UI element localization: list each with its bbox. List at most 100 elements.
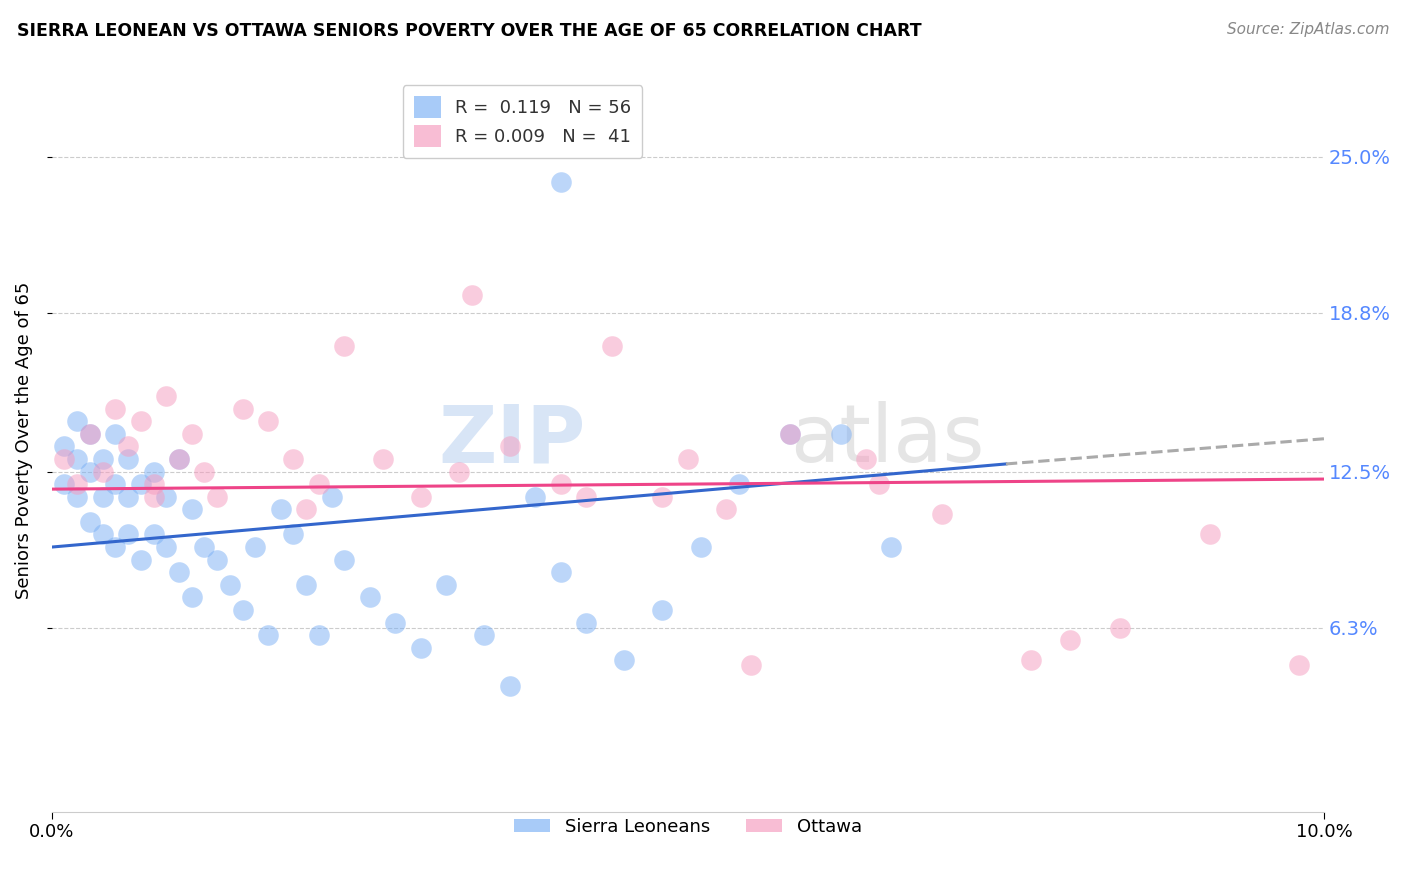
Y-axis label: Seniors Poverty Over the Age of 65: Seniors Poverty Over the Age of 65 [15,281,32,599]
Point [104,401,127,416]
Point [550,175,572,189]
Point [575,490,598,504]
Point [104,477,127,491]
Point [359,591,381,605]
Point [499,439,522,453]
Point [1288,658,1310,673]
Point [409,640,432,655]
Point [129,414,152,428]
Point [868,477,890,491]
Point [499,679,522,693]
Point [104,540,127,554]
Point [472,628,495,642]
Text: ZIP: ZIP [439,401,586,479]
Point [295,502,318,516]
Point [79,465,101,479]
Point [855,451,877,466]
Point [409,490,432,504]
Point [53,439,76,453]
Point [180,591,202,605]
Point [689,540,711,554]
Point [129,477,152,491]
Point [91,465,114,479]
Point [205,552,228,566]
Point [117,451,139,466]
Point [283,527,305,541]
Point [270,502,292,516]
Point [779,426,801,441]
Point [524,490,547,504]
Point [79,426,101,441]
Point [1021,653,1043,667]
Point [91,451,114,466]
Point [117,439,139,453]
Point [129,552,152,566]
Point [283,451,305,466]
Point [66,490,89,504]
Point [779,426,801,441]
Point [79,426,101,441]
Point [321,490,343,504]
Point [193,465,215,479]
Point [66,451,89,466]
Point [142,477,165,491]
Point [53,451,76,466]
Point [550,566,572,580]
Point [91,527,114,541]
Point [740,658,762,673]
Point [205,490,228,504]
Point [1198,527,1220,541]
Point [295,578,318,592]
Point [232,603,254,617]
Point [104,426,127,441]
Point [1109,621,1132,635]
Point [142,527,165,541]
Text: SIERRA LEONEAN VS OTTAWA SENIORS POVERTY OVER THE AGE OF 65 CORRELATION CHART: SIERRA LEONEAN VS OTTAWA SENIORS POVERTY… [17,22,921,40]
Point [167,451,190,466]
Point [676,451,699,466]
Point [167,451,190,466]
Point [218,578,240,592]
Point [308,628,330,642]
Point [460,288,482,302]
Point [727,477,749,491]
Point [180,426,202,441]
Point [232,401,254,416]
Text: Source: ZipAtlas.com: Source: ZipAtlas.com [1226,22,1389,37]
Point [257,414,280,428]
Point [651,603,673,617]
Point [1059,633,1081,648]
Point [333,338,356,352]
Point [91,490,114,504]
Point [830,426,852,441]
Point [193,540,215,554]
Point [651,490,673,504]
Point [550,477,572,491]
Point [79,515,101,529]
Point [434,578,457,592]
Point [155,540,177,554]
Point [447,465,470,479]
Point [155,389,177,403]
Point [117,490,139,504]
Point [613,653,636,667]
Point [714,502,737,516]
Point [66,477,89,491]
Point [155,490,177,504]
Point [333,552,356,566]
Point [308,477,330,491]
Point [371,451,394,466]
Point [53,477,76,491]
Point [142,465,165,479]
Point [931,508,953,522]
Legend: Sierra Leoneans, Ottawa: Sierra Leoneans, Ottawa [506,811,869,843]
Point [600,338,623,352]
Point [257,628,280,642]
Point [180,502,202,516]
Point [142,490,165,504]
Point [384,615,406,630]
Point [117,527,139,541]
Point [167,566,190,580]
Point [880,540,903,554]
Text: atlas: atlas [790,401,984,479]
